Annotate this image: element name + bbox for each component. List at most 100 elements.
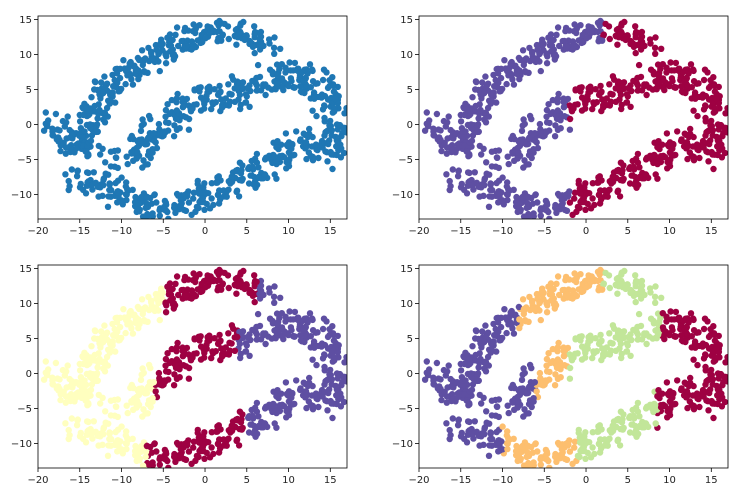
scatter-point bbox=[196, 271, 203, 278]
scatter-point bbox=[706, 389, 713, 397]
scatter-point bbox=[714, 143, 721, 150]
scatter-point bbox=[647, 315, 655, 322]
scatter-point bbox=[560, 95, 567, 102]
scatter-point bbox=[216, 82, 223, 90]
scatter-point bbox=[463, 190, 471, 197]
scatter-point bbox=[487, 430, 494, 437]
scatter-point bbox=[634, 323, 641, 331]
scatter-point bbox=[112, 348, 119, 355]
scatter-point bbox=[482, 109, 489, 116]
scatter-point bbox=[693, 390, 701, 397]
scatter-point bbox=[616, 30, 624, 38]
axes-frame bbox=[418, 15, 729, 220]
scatter-point bbox=[324, 158, 331, 165]
scatter-point bbox=[157, 130, 164, 138]
scatter-point bbox=[297, 385, 304, 392]
scatter-point bbox=[266, 66, 274, 73]
scatter-point bbox=[518, 127, 526, 135]
scatter-point bbox=[173, 344, 181, 351]
scatter-point bbox=[326, 77, 333, 84]
y-tick-label: −10 bbox=[392, 190, 413, 201]
scatter-point bbox=[116, 323, 124, 331]
scatter-point bbox=[197, 84, 204, 91]
scatter-point bbox=[253, 278, 260, 285]
scatter-point bbox=[57, 396, 64, 404]
scatter-point bbox=[594, 428, 601, 435]
scatter-point bbox=[457, 118, 465, 125]
scatter-point bbox=[254, 310, 262, 318]
scatter-point bbox=[493, 348, 500, 355]
scatter-point bbox=[190, 21, 197, 28]
scatter-point bbox=[530, 459, 537, 466]
x-tick-label: 5 bbox=[244, 226, 250, 237]
scatter-point bbox=[228, 91, 235, 98]
scatter-point bbox=[151, 440, 158, 448]
scatter-point bbox=[318, 94, 325, 101]
scatter-point bbox=[543, 309, 551, 316]
scatter-point bbox=[621, 267, 628, 275]
scatter-point bbox=[201, 206, 208, 213]
scatter-point bbox=[520, 305, 528, 313]
scatter-point bbox=[136, 137, 144, 144]
scatter-point bbox=[269, 320, 277, 327]
scatter-point bbox=[621, 18, 628, 26]
scatter-point bbox=[687, 61, 695, 68]
scatter-point bbox=[56, 376, 63, 383]
scatter-point bbox=[514, 144, 522, 151]
scatter-point bbox=[576, 190, 584, 197]
scatter-point bbox=[193, 101, 200, 108]
scatter-point bbox=[631, 181, 638, 188]
scatter-point bbox=[212, 348, 219, 355]
scatter-point bbox=[253, 150, 261, 158]
scatter-point bbox=[552, 453, 559, 460]
subplot-bottom-right: −20 −15 −10 −5 0 5 10 15 −10 −5 0 5 10 15 bbox=[392, 264, 729, 486]
scatter-point bbox=[488, 346, 495, 353]
scatter-point bbox=[118, 423, 125, 430]
scatter-point bbox=[571, 195, 578, 202]
scatter-point bbox=[343, 354, 347, 361]
scatter-point bbox=[707, 326, 714, 333]
scatter-point bbox=[122, 191, 130, 198]
scatter-point bbox=[550, 285, 557, 293]
scatter-point bbox=[173, 107, 180, 114]
scatter-point bbox=[659, 60, 666, 68]
scatter-point bbox=[643, 81, 650, 88]
scatter-point bbox=[702, 114, 709, 122]
scatter-point bbox=[158, 285, 165, 292]
scatter-point bbox=[156, 456, 163, 463]
scatter-point bbox=[682, 315, 689, 322]
scatter-point bbox=[485, 203, 493, 210]
scatter-point bbox=[489, 435, 496, 443]
scatter-point bbox=[232, 167, 240, 174]
scatter-point bbox=[514, 393, 522, 400]
scatter-point bbox=[481, 425, 488, 433]
scatter-point bbox=[476, 350, 483, 357]
scatter-point bbox=[327, 117, 334, 125]
scatter-point bbox=[578, 343, 586, 350]
scatter-point bbox=[615, 84, 622, 92]
scatter-point bbox=[598, 286, 606, 293]
scatter-point bbox=[139, 310, 146, 318]
scatter-point bbox=[106, 181, 113, 188]
scatter-point bbox=[107, 412, 115, 419]
scatter-point bbox=[99, 145, 106, 152]
scatter-point bbox=[95, 350, 102, 357]
scatter-point bbox=[642, 420, 649, 427]
scatter-point bbox=[703, 397, 710, 404]
scatter-point bbox=[120, 306, 127, 313]
scatter-point bbox=[164, 350, 171, 357]
scatter-point bbox=[493, 403, 501, 410]
scatter-point bbox=[516, 67, 523, 74]
scatter-point bbox=[117, 314, 124, 321]
scatter-point bbox=[424, 372, 432, 379]
y-tick-label: 15 bbox=[400, 15, 413, 26]
scatter-point bbox=[346, 112, 347, 115]
scatter-point bbox=[201, 349, 208, 357]
scatter-point bbox=[101, 109, 109, 116]
scatter-point bbox=[632, 404, 640, 411]
scatter-point bbox=[507, 309, 514, 316]
scatter-point bbox=[647, 66, 655, 73]
scatter-point bbox=[666, 331, 673, 339]
scatter-point bbox=[462, 349, 469, 356]
scatter-point bbox=[587, 29, 595, 36]
